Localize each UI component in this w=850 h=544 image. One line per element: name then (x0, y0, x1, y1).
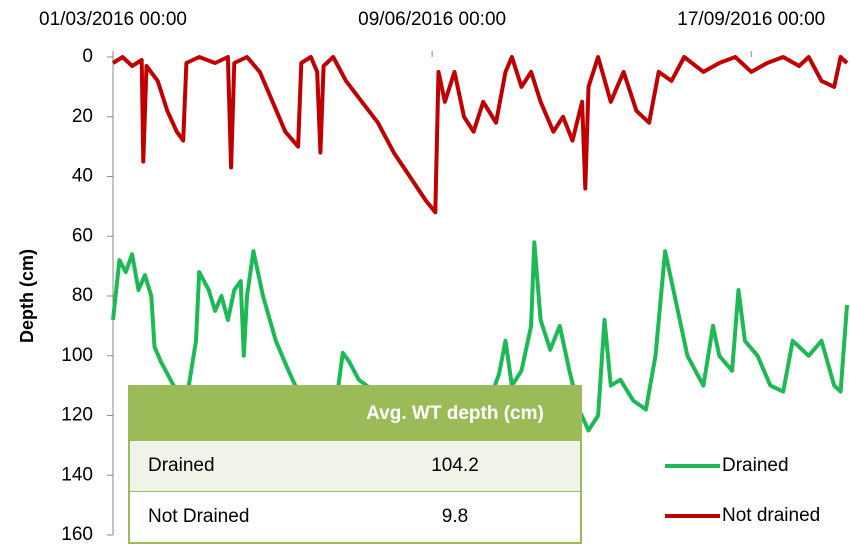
y-tick-label: 0 (82, 46, 93, 67)
table-header: Avg. WT depth (cm) (130, 387, 580, 440)
cell: Drained (148, 455, 215, 476)
series-line (111, 55, 849, 215)
cell: 9.8 (441, 506, 469, 527)
y-axis-label: Depth (cm) (17, 249, 37, 343)
y-tick-label: 40 (72, 166, 93, 187)
y-tick-label: 140 (61, 464, 93, 485)
legend-label: Drained (722, 455, 789, 476)
cell: 104.2 (431, 455, 479, 476)
y-tick-label: 60 (72, 225, 93, 246)
table-row: Drained 104.2 (130, 440, 580, 491)
y-tick-label: 100 (61, 345, 93, 366)
y-tick-label: 80 (72, 285, 93, 306)
table-row: Not Drained 9.8 (130, 491, 580, 542)
y-tick-label: 160 (61, 524, 93, 544)
y-tick-label: 120 (61, 405, 93, 426)
x-tick-label: 17/09/2016 00:00 (677, 9, 825, 30)
x-tick-label: 09/06/2016 00:00 (358, 9, 506, 30)
legend-label: Not drained (722, 505, 820, 526)
cell: Not Drained (148, 506, 250, 527)
summary-table: Avg. WT depth (cm) Drained 104.2 Not Drai… (128, 385, 582, 544)
header-cell: Avg. WT depth (cm) (366, 402, 544, 424)
x-tick-label: 01/03/2016 00:00 (39, 9, 187, 30)
y-tick-label: 20 (72, 106, 93, 127)
